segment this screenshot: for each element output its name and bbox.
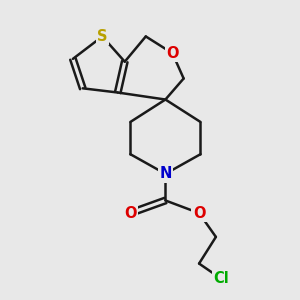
Text: Cl: Cl bbox=[214, 272, 230, 286]
Text: O: O bbox=[193, 206, 205, 220]
Text: N: N bbox=[159, 166, 172, 181]
Text: S: S bbox=[97, 29, 108, 44]
Text: O: O bbox=[124, 206, 136, 220]
Text: O: O bbox=[166, 46, 179, 61]
